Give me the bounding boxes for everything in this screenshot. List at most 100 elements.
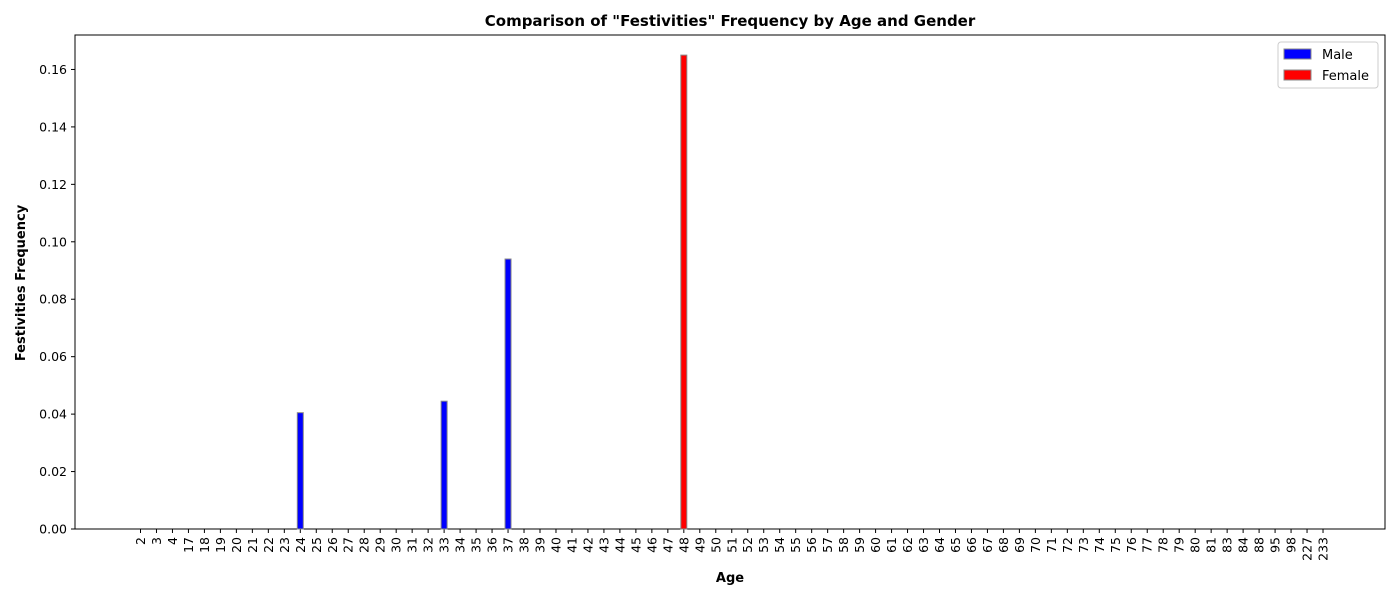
legend-swatch-male	[1283, 48, 1312, 60]
y-tick-label: 0.14	[39, 119, 67, 134]
legend-swatch-female	[1283, 69, 1312, 81]
x-tick-label: 45	[628, 537, 643, 553]
x-tick-label: 79	[1172, 537, 1187, 553]
x-tick-label: 39	[533, 537, 548, 553]
x-tick-label: 98	[1284, 537, 1299, 553]
chart-title: Comparison of "Festivities" Frequency by…	[485, 12, 976, 30]
x-tick-label: 64	[932, 537, 947, 553]
x-tick-label: 50	[708, 537, 723, 553]
x-tick-label: 61	[884, 537, 899, 553]
x-tick-label: 19	[213, 537, 228, 553]
x-tick-label: 32	[421, 537, 436, 553]
x-tick-label: 95	[1268, 537, 1283, 553]
x-tick-label: 49	[692, 537, 707, 553]
x-tick-label: 21	[245, 537, 260, 553]
x-tick-label: 38	[517, 537, 532, 553]
bar-male	[504, 258, 512, 530]
x-tick-label: 80	[1188, 537, 1203, 553]
x-tick-label: 57	[820, 537, 835, 553]
x-tick-label: 29	[373, 537, 388, 553]
x-tick-label: 233	[1316, 537, 1331, 561]
x-tick-label: 31	[405, 537, 420, 553]
x-tick-label: 40	[548, 537, 563, 553]
x-tick-label: 63	[916, 537, 931, 553]
x-tick-label: 71	[1044, 537, 1059, 553]
x-axis-label: Age	[716, 571, 744, 586]
x-tick-label: 81	[1204, 537, 1219, 553]
x-tick-label: 18	[197, 537, 212, 553]
y-tick-label: 0.00	[39, 522, 67, 537]
x-tick-label: 48	[676, 537, 691, 553]
x-tick-label: 30	[389, 537, 404, 553]
legend: Male Female	[1277, 41, 1379, 89]
x-tick-label: 53	[756, 537, 771, 553]
x-tick-label: 88	[1252, 537, 1267, 553]
x-tick-label: 33	[437, 537, 452, 553]
x-tick-label: 17	[181, 537, 196, 553]
x-tick-label: 47	[660, 537, 675, 553]
x-tick-label: 51	[724, 537, 739, 553]
x-tick-label: 74	[1092, 537, 1107, 553]
x-tick-label: 58	[836, 537, 851, 553]
y-tick-label: 0.04	[39, 407, 67, 422]
y-tick-label: 0.16	[39, 62, 67, 77]
x-tick-label: 43	[596, 537, 611, 553]
bar-male	[296, 412, 304, 530]
x-tick-label: 56	[804, 537, 819, 553]
x-tick-label: 34	[453, 537, 468, 553]
x-tick-label: 25	[309, 537, 324, 553]
x-tick-label: 68	[996, 537, 1011, 553]
x-tick-label: 20	[229, 537, 244, 553]
x-tick-label: 23	[277, 537, 292, 553]
x-tick-label: 41	[564, 537, 579, 553]
y-tick-label: 0.06	[39, 349, 67, 364]
x-tick-label: 69	[1012, 537, 1027, 553]
y-tick-label: 0.12	[39, 177, 67, 192]
y-tick-label: 0.02	[39, 464, 67, 479]
x-tick-label: 24	[293, 537, 308, 553]
x-tick-label: 52	[740, 537, 755, 553]
x-tick-label: 77	[1140, 537, 1155, 553]
x-tick-label: 75	[1108, 537, 1123, 553]
x-tick-label: 54	[772, 537, 787, 553]
x-tick-label: 84	[1236, 537, 1251, 553]
x-tick-label: 27	[341, 537, 356, 553]
plot-area: 0.000.020.040.060.080.100.120.140.162 3 4 1…	[39, 34, 1386, 561]
x-tick-label: 26	[325, 537, 340, 553]
x-tick-label: 67	[980, 537, 995, 553]
x-tick-label: 59	[852, 537, 867, 553]
x-tick-label: 35	[469, 537, 484, 553]
x-tick-label: 2	[133, 537, 148, 545]
x-tick-label: 62	[900, 537, 915, 553]
bar-male	[440, 400, 448, 530]
legend-label-male: Male	[1322, 48, 1353, 63]
x-tick-label: 55	[788, 537, 803, 553]
x-tick-label: 70	[1028, 537, 1043, 553]
x-tick-label: 28	[357, 537, 372, 553]
x-tick-label: 46	[644, 537, 659, 553]
x-tick-label: 44	[612, 537, 627, 553]
bar-female	[680, 54, 688, 530]
legend-label-female: Female	[1322, 69, 1369, 84]
y-tick-label: 0.10	[39, 234, 67, 249]
y-tick-label: 0.08	[39, 292, 67, 307]
x-tick-label: 3	[149, 537, 164, 545]
x-tick-label: 37	[501, 537, 516, 553]
x-tick-label: 66	[964, 537, 979, 553]
x-tick-label: 78	[1156, 537, 1171, 553]
x-tick-label: 65	[948, 537, 963, 553]
x-tick-label: 36	[485, 537, 500, 553]
x-tick-label: 72	[1060, 537, 1075, 553]
plot-frame	[74, 34, 1386, 530]
x-tick-label: 76	[1124, 537, 1139, 553]
x-tick-label: 42	[580, 537, 595, 553]
x-tick-label: 73	[1076, 537, 1091, 553]
x-tick-label: 4	[165, 537, 180, 545]
x-tick-label: 227	[1300, 537, 1315, 561]
x-tick-label: 60	[868, 537, 883, 553]
x-tick-label: 83	[1220, 537, 1235, 553]
y-axis-label: Festivities Frequency	[14, 204, 29, 361]
x-tick-label: 22	[261, 537, 276, 553]
